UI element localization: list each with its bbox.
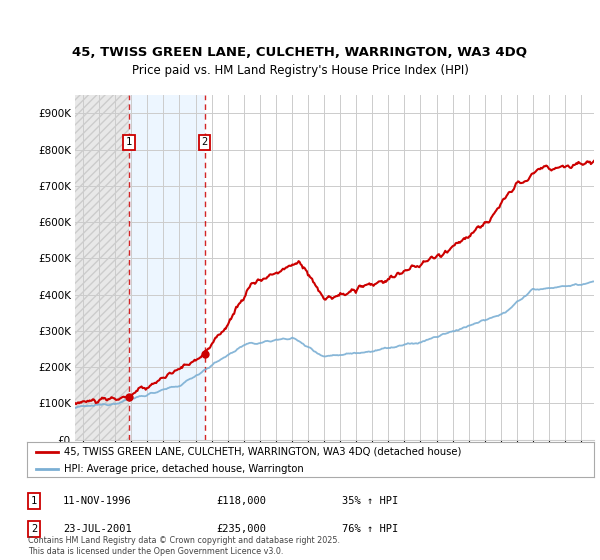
Text: 2: 2 bbox=[202, 137, 208, 147]
Text: 45, TWISS GREEN LANE, CULCHETH, WARRINGTON, WA3 4DQ: 45, TWISS GREEN LANE, CULCHETH, WARRINGT… bbox=[73, 46, 527, 59]
Text: HPI: Average price, detached house, Warrington: HPI: Average price, detached house, Warr… bbox=[64, 464, 304, 474]
Text: 11-NOV-1996: 11-NOV-1996 bbox=[63, 496, 132, 506]
Text: 1: 1 bbox=[126, 137, 132, 147]
Text: 45, TWISS GREEN LANE, CULCHETH, WARRINGTON, WA3 4DQ (detached house): 45, TWISS GREEN LANE, CULCHETH, WARRINGT… bbox=[64, 447, 461, 457]
Text: Price paid vs. HM Land Registry's House Price Index (HPI): Price paid vs. HM Land Registry's House … bbox=[131, 64, 469, 77]
Text: £235,000: £235,000 bbox=[216, 524, 266, 534]
Text: 23-JUL-2001: 23-JUL-2001 bbox=[63, 524, 132, 534]
Text: 2: 2 bbox=[31, 524, 37, 534]
Text: £118,000: £118,000 bbox=[216, 496, 266, 506]
Bar bbox=[75, 95, 129, 440]
Text: 35% ↑ HPI: 35% ↑ HPI bbox=[342, 496, 398, 506]
Text: 76% ↑ HPI: 76% ↑ HPI bbox=[342, 524, 398, 534]
Text: Contains HM Land Registry data © Crown copyright and database right 2025.
This d: Contains HM Land Registry data © Crown c… bbox=[28, 536, 340, 556]
Bar bbox=[129, 95, 205, 440]
Text: 1: 1 bbox=[31, 496, 37, 506]
